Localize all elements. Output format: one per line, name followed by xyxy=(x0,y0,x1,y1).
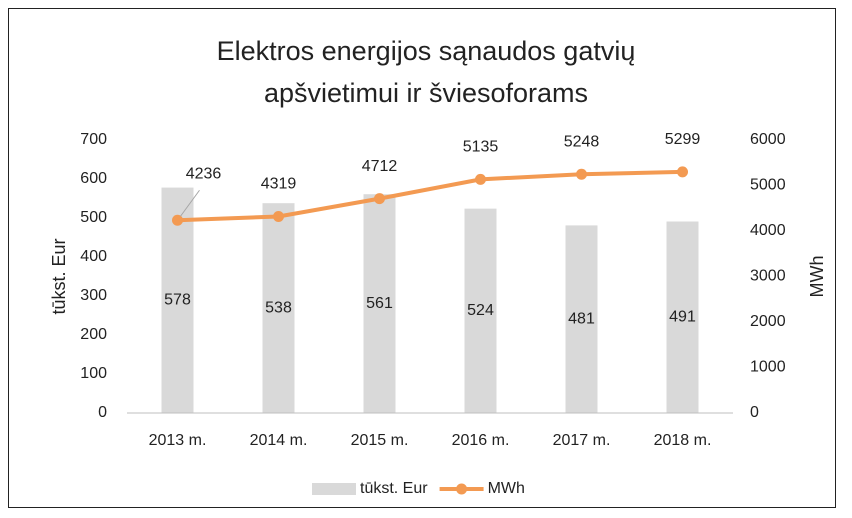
bar xyxy=(565,225,598,413)
y-tick-label: 500 xyxy=(80,209,107,226)
y2-axis-label: MWh xyxy=(807,256,827,298)
line-point xyxy=(475,173,486,185)
line-point xyxy=(172,214,183,226)
bar xyxy=(262,203,295,413)
x-tick-label: 2018 m. xyxy=(654,432,712,449)
bar-value-label: 491 xyxy=(669,308,696,325)
y-tick-label: 200 xyxy=(80,326,107,343)
chart-title: Elektros energijos sąnaudos gatvių apšvi… xyxy=(216,36,636,108)
bar-value-label: 524 xyxy=(467,302,494,319)
y2-tick-label: 2000 xyxy=(750,313,786,330)
bar-value-label: 538 xyxy=(265,299,292,316)
bar-value-label: 561 xyxy=(366,295,393,312)
x-tick-label: 2014 m. xyxy=(250,432,308,449)
y2-tick-label: 1000 xyxy=(750,359,786,376)
bar xyxy=(464,208,497,413)
x-tick-label: 2016 m. xyxy=(452,432,510,449)
bar-value-label: 578 xyxy=(164,292,191,309)
bar xyxy=(363,194,396,413)
line-point xyxy=(273,210,284,222)
line-point xyxy=(576,168,587,180)
legend-label: MWh xyxy=(488,480,525,497)
legend-label: tūkst. Eur xyxy=(360,480,428,497)
line-point xyxy=(677,166,688,178)
chart-frame xyxy=(8,8,836,508)
line-point xyxy=(374,193,385,205)
y2-tick-label: 6000 xyxy=(750,131,786,148)
y-tick-label: 400 xyxy=(80,248,107,265)
y2-tick-label: 5000 xyxy=(750,177,786,194)
y-tick-label: 0 xyxy=(98,404,107,421)
line xyxy=(177,169,683,223)
line-value-label: 4236 xyxy=(186,165,222,182)
line-value-label: 4319 xyxy=(261,176,297,193)
y-tick-label: 300 xyxy=(80,287,107,304)
y-tick-label: 700 xyxy=(80,131,107,148)
line-value-label: 5299 xyxy=(665,131,701,148)
x-tick-label: 2013 m. xyxy=(149,432,207,449)
line-value-label: 5135 xyxy=(463,139,499,156)
y2-tick-label: 3000 xyxy=(750,268,786,285)
y-tick-label: 600 xyxy=(80,170,107,187)
legend-swatch-marker xyxy=(456,483,468,495)
bar-value-label: 481 xyxy=(568,310,595,327)
legend-swatch xyxy=(312,483,356,495)
line-value-label: 5248 xyxy=(564,133,600,150)
leader-line xyxy=(180,189,200,217)
y2-tick-label: 4000 xyxy=(750,222,786,239)
y-axis-label: tūkst. Eur xyxy=(49,238,69,314)
x-tick-label: 2015 m. xyxy=(351,432,409,449)
x-tick-label: 2017 m. xyxy=(553,432,611,449)
line-value-label: 4712 xyxy=(362,158,398,175)
y-tick-label: 100 xyxy=(80,365,107,382)
y2-tick-label: 0 xyxy=(750,404,759,421)
bar xyxy=(666,221,699,413)
